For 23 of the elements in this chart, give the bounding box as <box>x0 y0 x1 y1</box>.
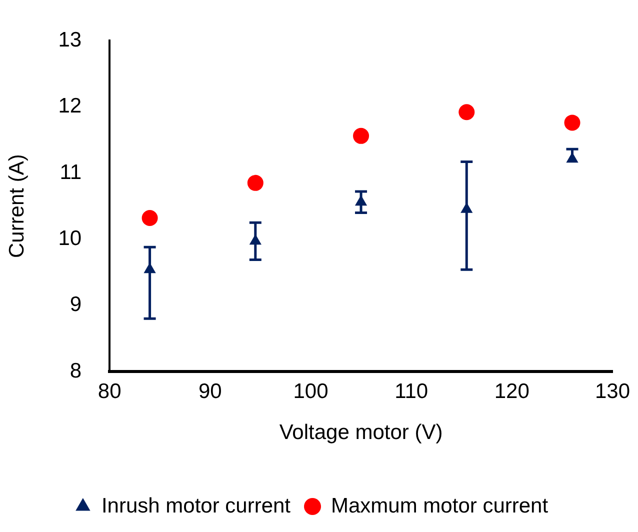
point <box>142 210 158 226</box>
x-tick-label: 130 <box>594 380 630 403</box>
x-tick-label: 90 <box>198 380 222 403</box>
y-tick-label: 9 <box>70 293 82 316</box>
point <box>249 234 262 245</box>
x-tick-label: 80 <box>98 380 122 403</box>
y-tick-label: 13 <box>58 28 82 52</box>
point <box>353 128 370 144</box>
x-axis-title: Voltage motor (V) <box>279 421 443 444</box>
x-tick-label: 120 <box>494 380 530 403</box>
y-axis-title: Current (A) <box>5 154 28 258</box>
legend-label: Maxmum motor current <box>331 494 548 518</box>
point <box>458 104 475 120</box>
point <box>144 262 156 274</box>
y-tick-label: 12 <box>58 94 82 118</box>
x-tick-label: 100 <box>293 380 328 403</box>
y-tick-label: 10 <box>58 226 82 250</box>
y-tick-label: 11 <box>60 160 82 184</box>
x-tick-label: 110 <box>394 380 428 403</box>
point <box>564 114 580 131</box>
point <box>247 174 264 191</box>
legend-label: Inrush motor current <box>101 494 291 518</box>
y-tick-label: 8 <box>70 359 82 382</box>
